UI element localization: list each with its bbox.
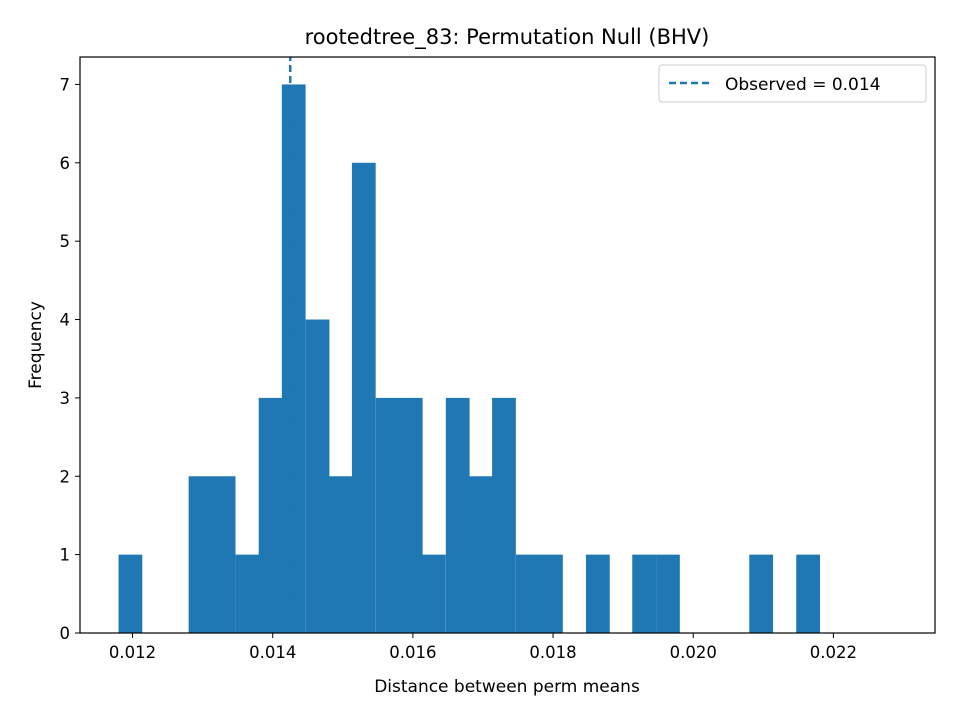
- y-tick-label: 0: [60, 624, 71, 643]
- histogram-bar: [796, 554, 820, 633]
- x-tick-label: 0.020: [670, 643, 717, 662]
- legend-observed-label: Observed = 0.014: [725, 75, 881, 95]
- histogram-bar: [235, 554, 260, 633]
- x-tick-label: 0.012: [109, 643, 156, 662]
- y-tick-label: 7: [60, 75, 71, 94]
- plot-frame: [79, 56, 936, 634]
- histogram-bar: [281, 84, 306, 633]
- histogram-bar: [351, 162, 376, 634]
- x-axis-ticks: 0.012 0.014 0.016 0.018 0.020 0.022: [109, 633, 857, 662]
- histogram-bar: [328, 476, 353, 633]
- histogram-bars: [118, 84, 820, 634]
- histogram-bar: [749, 554, 774, 633]
- histogram-bar: [468, 476, 493, 633]
- histogram-bar: [258, 397, 283, 633]
- histogram-bar: [492, 397, 516, 633]
- legend-box: [658, 64, 927, 103]
- y-tick-label: 5: [60, 232, 71, 251]
- y-tick-label: 1: [60, 546, 71, 565]
- y-tick-label: 6: [60, 154, 71, 173]
- x-axis-label: Distance between perm means: [374, 677, 640, 697]
- histogram-bar: [656, 554, 680, 633]
- y-tick-label: 2: [60, 467, 71, 486]
- histogram-bar: [632, 554, 657, 633]
- histogram-bar: [188, 476, 213, 633]
- y-tick-label: 4: [60, 311, 71, 330]
- histogram-bar: [539, 554, 563, 633]
- histogram-bar: [375, 397, 400, 633]
- histogram-bar: [305, 319, 330, 633]
- x-tick-label: 0.014: [249, 643, 296, 662]
- histogram-bar: [211, 476, 236, 633]
- x-tick-label: 0.018: [529, 643, 576, 662]
- histogram-bar: [445, 397, 470, 633]
- y-axis-ticks: 0 1 2 3 4 5 6 7: [60, 75, 80, 643]
- histogram-bar: [398, 397, 423, 633]
- histogram-bar: [585, 554, 610, 633]
- x-tick-label: 0.016: [389, 643, 436, 662]
- chart-title: rootedtree_83: Permutation Null (BHV): [305, 25, 710, 50]
- histogram-bar: [515, 554, 540, 633]
- x-tick-label: 0.022: [810, 643, 857, 662]
- histogram-bar: [422, 554, 446, 633]
- histogram-bar: [118, 554, 143, 633]
- y-tick-label: 3: [60, 389, 71, 408]
- y-axis-label: Frequency: [26, 301, 46, 389]
- legend: Observed = 0.014: [658, 64, 927, 103]
